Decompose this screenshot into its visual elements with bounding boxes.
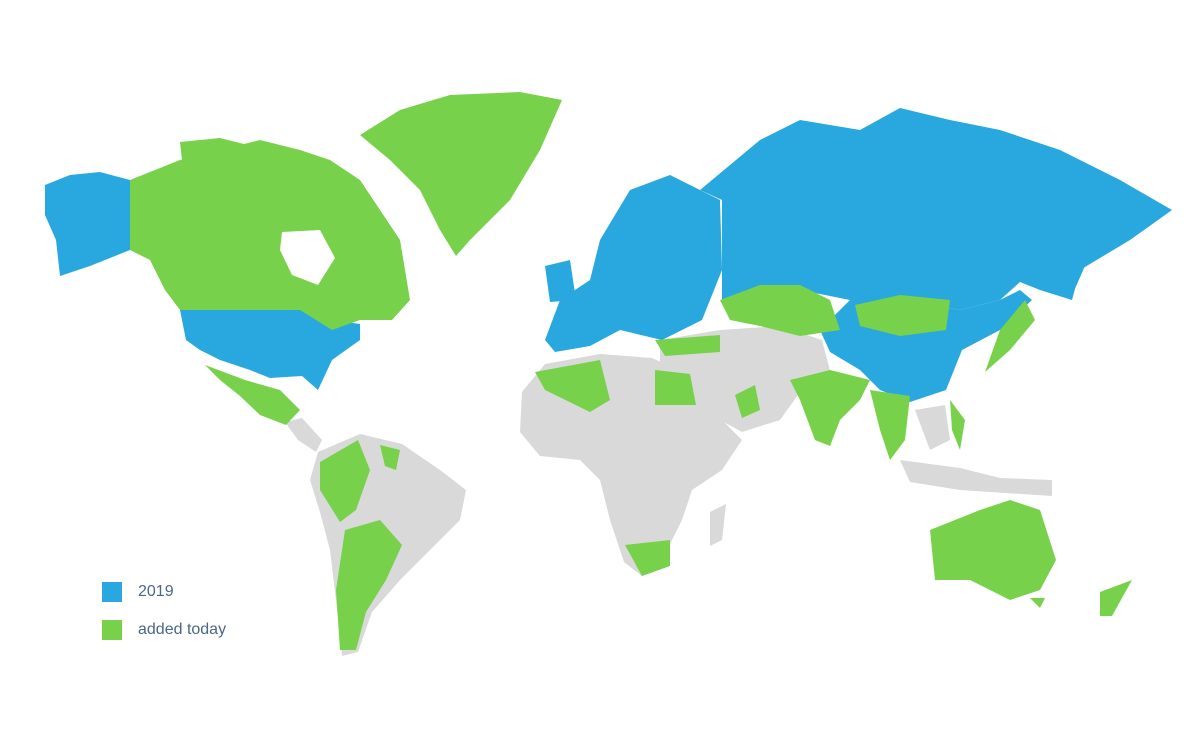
legend-label: added today (138, 621, 227, 638)
united-kingdom[interactable] (545, 260, 576, 302)
legend-label: 2019 (138, 583, 174, 600)
countries-added-today (130, 92, 1132, 650)
canada[interactable] (130, 140, 410, 330)
africa[interactable] (520, 354, 742, 576)
indonesia[interactable] (900, 460, 1052, 496)
mongolia[interactable] (855, 295, 950, 336)
indochina[interactable] (870, 390, 910, 460)
andean-countries[interactable] (320, 440, 370, 522)
central-america[interactable] (285, 418, 322, 452)
tasmania[interactable] (1030, 598, 1045, 608)
guyana[interactable] (380, 445, 400, 470)
legend-swatch-blue (102, 582, 122, 602)
madagascar[interactable] (710, 504, 726, 546)
india[interactable] (790, 370, 870, 446)
kamchatka[interactable] (1060, 240, 1092, 300)
russia[interactable] (700, 108, 1172, 310)
philippines[interactable] (950, 400, 965, 450)
south-africa[interactable] (625, 540, 670, 576)
legend-swatch-green (102, 620, 122, 640)
algeria[interactable] (535, 360, 610, 412)
kazakhstan[interactable] (720, 285, 840, 336)
mexico[interactable] (205, 365, 300, 425)
legend-item-added-today[interactable]: added today (102, 618, 226, 642)
turkey[interactable] (655, 335, 720, 356)
new-zealand[interactable] (1100, 580, 1132, 616)
australia[interactable] (930, 500, 1056, 600)
legend-item-2019[interactable]: 2019 (102, 580, 226, 604)
europe[interactable] (545, 175, 722, 352)
oman[interactable] (735, 385, 760, 418)
southeast-asia-other[interactable] (915, 405, 950, 450)
greenland[interactable] (360, 92, 562, 256)
chile-argentina[interactable] (336, 520, 402, 650)
arctic-islands[interactable] (180, 138, 260, 172)
alaska[interactable] (45, 172, 130, 276)
egypt[interactable] (655, 370, 696, 405)
map-legend: 2019 added today (102, 580, 226, 656)
united-states[interactable] (180, 310, 360, 390)
hudson-bay (280, 230, 335, 285)
japan[interactable] (985, 300, 1035, 372)
